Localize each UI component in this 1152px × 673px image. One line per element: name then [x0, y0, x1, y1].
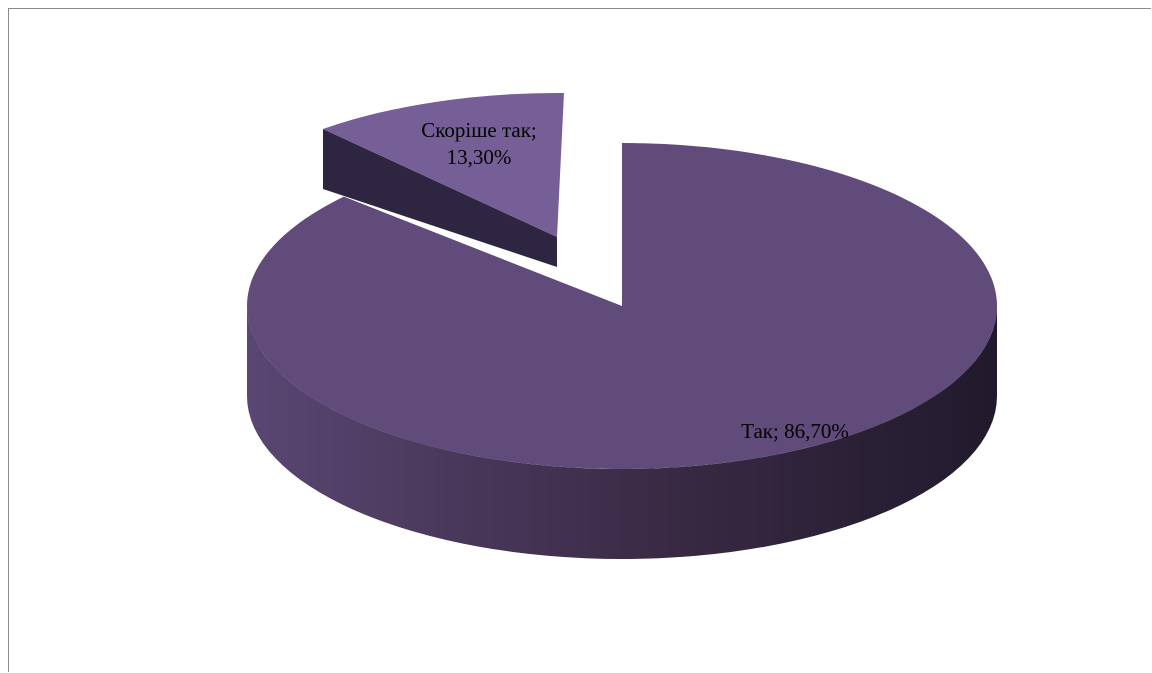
pie-slice-skorishe-tak-top: [323, 92, 564, 237]
data-label-tak: Так; 86,70%: [741, 419, 849, 443]
pie-slice-tak: [247, 143, 998, 559]
chart-frame: Так; 86,70% Скоріше так; 13,30%: [8, 8, 1151, 672]
pie-slice-tak-side: [247, 306, 997, 559]
pie-slice-skorishe-tak: [323, 92, 564, 267]
pie-slice-tak-top: [247, 143, 998, 469]
pie-chart: Так; 86,70% Скоріше так; 13,30%: [247, 92, 998, 559]
pie-slice-skorishe-tak-wall: [323, 129, 557, 267]
data-label-skorishe-tak: Скоріше так; 13,30%: [421, 118, 537, 169]
